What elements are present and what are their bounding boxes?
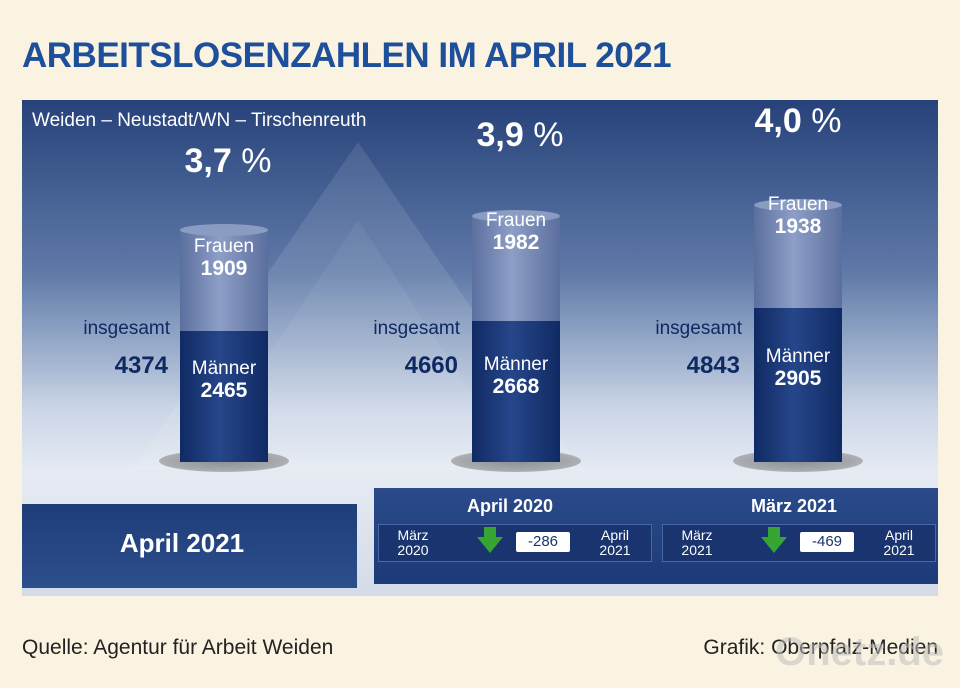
bar-1-total-value: 4374 <box>114 352 168 379</box>
bar-2-men-label: Männer 2668 <box>483 354 549 398</box>
current-period-label: April 2021 <box>119 528 245 558</box>
arrow-down-icon-stem <box>768 527 780 537</box>
arrow-down-icon <box>477 537 503 553</box>
bar-1-men-label: Männer 2465 <box>191 358 257 402</box>
comparison-1-change: -286 <box>515 531 571 553</box>
chart-panel: Weiden – Neustadt/WN – Tirschenreuth 3,7… <box>22 100 938 596</box>
bar-3-men-label: Männer 2905 <box>765 346 831 390</box>
bar-3-total-label: insgesamt <box>655 318 742 339</box>
bar-2-men-segment <box>472 320 560 462</box>
bar-3-women-label: Frauen 1938 <box>767 194 829 238</box>
comparison-1-from: März 2020 <box>397 527 429 558</box>
bar-1-men-segment <box>180 331 268 462</box>
comparison-2-to: April 2021 <box>883 527 915 558</box>
bar-3-men-segment <box>754 308 842 462</box>
current-period-box: April 2021 <box>22 504 357 588</box>
chart-title: ARBEITSLOSENZAHLEN IM APRIL 2021 <box>22 36 672 75</box>
rate-label-2: 3,9 % <box>476 116 564 154</box>
bar-1-women-segment <box>180 230 268 332</box>
arrow-down-icon-stem <box>484 527 496 537</box>
chart-subtitle: Weiden – Neustadt/WN – Tirschenreuth <box>32 110 367 131</box>
comparison-box: April 2020 März 2020 -286 April 2021 März … <box>374 488 938 584</box>
arrow-down-icon <box>761 537 787 553</box>
bar-3-women-segment <box>754 205 842 309</box>
comparison-1: März 2020 -286 April 2021 <box>378 524 652 562</box>
comparison-2-heading: März 2021 <box>750 496 838 516</box>
comparison-2: März 2021 -469 April 2021 <box>662 524 936 562</box>
comparison-2-change: -469 <box>799 531 855 553</box>
bar-3-top <box>754 199 842 212</box>
bar-2-women-segment <box>472 215 560 321</box>
credit-note: Grafik: Oberpfalz-Medien <box>703 636 938 659</box>
source-note: Quelle: Agentur für Arbeit Weiden <box>22 636 334 659</box>
bar-1-total-label: insgesamt <box>83 318 170 339</box>
bar-2-women-label: Frauen 1982 <box>485 210 547 254</box>
rate-label-1: 3,7 % <box>184 142 272 180</box>
rate-label-3: 4,0 % <box>754 102 842 140</box>
bar-1-women-label: Frauen 1909 <box>193 236 255 280</box>
bar-2-total-value: 4660 <box>404 352 458 379</box>
comparison-1-to: April 2021 <box>599 527 631 558</box>
comparison-1-heading: April 2020 <box>466 496 554 516</box>
bar-2-total-label: insgesamt <box>373 318 460 339</box>
comparison-2-from: März 2021 <box>681 527 713 558</box>
bar-3-total-value: 4843 <box>686 352 740 379</box>
bar-2-top <box>472 209 560 222</box>
bar-1-top <box>180 224 268 237</box>
watermark: Onetz.de <box>775 630 944 674</box>
